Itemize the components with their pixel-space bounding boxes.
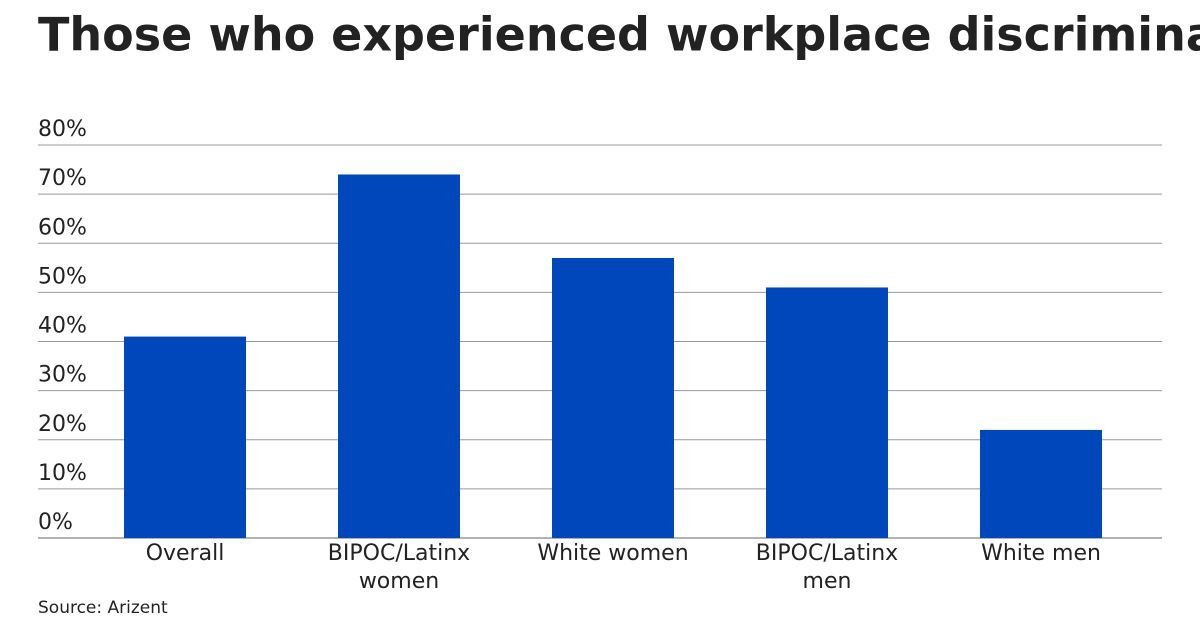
y-tick-label: 20%: [38, 412, 87, 437]
bar: [980, 429, 1102, 538]
x-tick-label: BIPOC/Latinx men: [755, 541, 899, 594]
y-tick-label: 80%: [38, 117, 87, 142]
bar: [124, 336, 246, 538]
x-tick-label: White men: [981, 541, 1101, 566]
bar: [552, 257, 674, 538]
y-tick-label: 60%: [38, 215, 87, 240]
y-tick-label: 70%: [38, 166, 87, 191]
chart-title: Those who experienced workplace discrimi…: [38, 8, 1200, 62]
x-tick-label: White women: [537, 541, 689, 566]
y-tick-label: 10%: [38, 461, 87, 486]
source-note: Source: Arizent: [38, 598, 168, 618]
y-tick-label: 0%: [38, 510, 73, 535]
bar: [766, 287, 888, 538]
y-tick-label: 40%: [38, 314, 87, 339]
y-tick-label: 50%: [38, 264, 87, 289]
bar: [338, 174, 460, 538]
y-tick-label: 30%: [38, 363, 87, 388]
x-tick-label: BIPOC/Latinx women: [327, 541, 471, 594]
x-tick-label: Overall: [145, 541, 225, 566]
